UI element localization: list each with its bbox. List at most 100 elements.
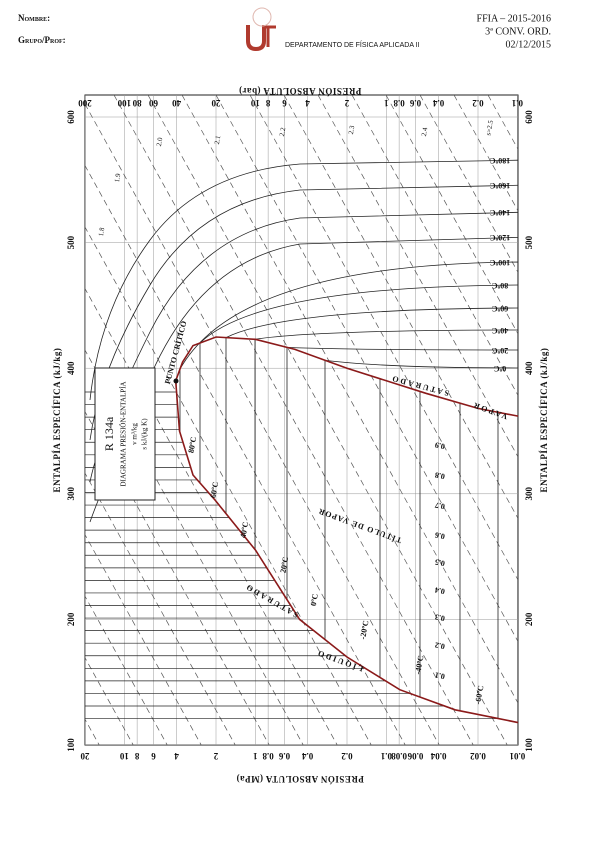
isotherm-label: 120ºC (490, 233, 511, 242)
entropy-line (85, 472, 236, 745)
isotherm (324, 359, 518, 640)
enthalpy-tick-label-right: 300 (524, 487, 534, 501)
pressure-mpa-tick-label: 4 (174, 751, 179, 761)
entropy-line (85, 595, 168, 745)
dome-isotherm-label: -20ºC (358, 619, 370, 640)
enthalpy-tick-label-left: 400 (66, 361, 76, 375)
pressure-bar-tick-label: 0.2 (472, 98, 484, 108)
pressure-mpa-tick-label: 0.01 (509, 751, 525, 761)
pressure-bar-axis-label: PRESIÓN ABSOLUTA (bar) (239, 86, 362, 96)
labels: 20 10 8 6 4 2 1 0.8 0.6 0.4 0.2 0.1 0.08 0.06 0.04 0.02… (66, 98, 534, 761)
dome-isotherm-label: -60ºC (473, 684, 485, 705)
entropy-line (453, 95, 518, 212)
dome-isotherm-label: 60ºC (208, 481, 220, 499)
enthalpy-tick-label-right: 200 (524, 612, 534, 626)
entropy-line (85, 718, 100, 745)
entropy-line (85, 103, 440, 745)
quality-label: 0.1 (434, 670, 445, 681)
entropy-line (85, 410, 270, 745)
entropy-line (85, 657, 134, 745)
enthalpy-tick-label-left: 100 (66, 738, 76, 752)
entropy-line (351, 95, 518, 397)
entropy-line (317, 95, 518, 458)
dome-isotherm-label: -40ºC (413, 654, 425, 675)
pressure-mpa-tick-label: 0.08 (391, 751, 407, 761)
entropy-line (419, 95, 518, 274)
units-v: v m³/kg (131, 423, 139, 445)
quality-label: 0.7 (434, 500, 445, 511)
isotherm (89, 211, 518, 483)
isotherm-label: 60ºC (492, 304, 509, 313)
enthalpy-tick-label-left: 200 (66, 612, 76, 626)
entropy-line (385, 95, 518, 335)
name-label: Nombre: (18, 13, 50, 23)
pressure-bar-tick-label: 10 (250, 98, 260, 108)
entropy-line (85, 287, 338, 745)
critical-point (173, 378, 179, 384)
enthalpy-tick-label-right: 100 (524, 738, 534, 752)
isotherm-label: 160ºC (490, 181, 511, 190)
quality-label: 0.3 (434, 612, 445, 623)
isotherm-label: 40ºC (492, 326, 509, 335)
logo (246, 7, 276, 52)
isotherm (89, 236, 518, 523)
pressure-mpa-tick-label: 6 (151, 751, 156, 761)
pressure-bar-tick-label: 6 (282, 98, 287, 108)
pressure-mpa-tick-label: 0.8 (262, 751, 274, 761)
pressure-bar-tick-label: 1 (384, 98, 389, 108)
enthalpy-tick-label-right: 600 (524, 110, 534, 124)
enthalpy-tick-label-left: 300 (66, 487, 76, 501)
pressure-bar-tick-label: 0.8 (393, 98, 405, 108)
saturated-liquid-line (174, 380, 518, 724)
pressure-mpa-tick-label: 2 (213, 751, 218, 761)
isotherm (199, 284, 518, 483)
pressure-bar-tick-label: 80 (132, 98, 142, 108)
enthalpy-tick-label-right: 500 (524, 235, 534, 249)
pressure-bar-tick-label: 0.1 (511, 98, 523, 108)
entropy-line (113, 95, 474, 745)
enthalpy-axis-label-right: ENTALPÍA ESPECÍFICA (kJ/kg) (539, 348, 549, 493)
pressure-mpa-tick-label: 8 (134, 751, 139, 761)
pressure-bar-tick-label: 20 (211, 98, 221, 108)
entropy-line (85, 533, 202, 745)
entropy-label: 1.8 (97, 226, 106, 236)
isotherm-label: 140ºC (490, 208, 511, 217)
course: FFIA – 2015-2016 (477, 13, 551, 24)
pressure-mpa-tick-label: 20 (80, 751, 90, 761)
entropy-label: 1.9 (113, 172, 122, 182)
pressure-mpa-tick-label: 0.2 (341, 751, 353, 761)
quality-label: 0.5 (434, 557, 445, 568)
entropy-label: 2.0 (155, 136, 164, 146)
isotherm (89, 184, 518, 441)
pressure-bar-tick-label: 2 (344, 98, 349, 108)
info-box: R 134a DIAGRAMA PRESIÓN-ENTALPÍA v m³/kg… (94, 367, 156, 501)
units-s: s kJ/(kg K) (141, 418, 149, 450)
entropy-line (85, 164, 406, 745)
isotherm (225, 307, 518, 514)
pressure-bar-tick-label: 8 (265, 98, 270, 108)
entropy-line (215, 95, 518, 643)
saturated-liquid-label: SATURADO (243, 582, 300, 620)
pressure-mpa-tick-label: 0.4 (301, 751, 313, 761)
isotherm-label: 100ºC (490, 258, 511, 267)
isotherm-label: 0ºC (494, 364, 507, 373)
pressure-mpa-tick-label: 0.04 (430, 751, 446, 761)
group-label: Grupo/Prof: (18, 35, 66, 45)
entropy-label: 2.4 (420, 126, 429, 136)
dome-isotherm-label: 20ºC (278, 556, 290, 574)
pressure-bar-tick-label: 0.4 (432, 98, 444, 108)
enthalpy-tick-label-left: 500 (66, 235, 76, 249)
entropy-label: 2.3 (347, 124, 356, 134)
dome-isotherm-label: 0ºC (309, 593, 320, 607)
entropy-label: s=2.5 (484, 119, 495, 136)
quality-title: TÍTULO DE VAPOR (316, 506, 403, 546)
department: DEPARTAMENTO DE FÍSICA APLICADA II (285, 40, 420, 49)
diagram-title: DIAGRAMA PRESIÓN-ENTALPÍA (120, 381, 128, 486)
quality-label: 0.2 (434, 640, 445, 651)
entropy-line (283, 95, 518, 520)
pressure-mpa-tick-label: 10 (119, 751, 129, 761)
quality-label: 0.8 (434, 470, 445, 481)
entropy-line (181, 95, 518, 704)
exam: 3ª CONV. ORD. (485, 26, 551, 37)
